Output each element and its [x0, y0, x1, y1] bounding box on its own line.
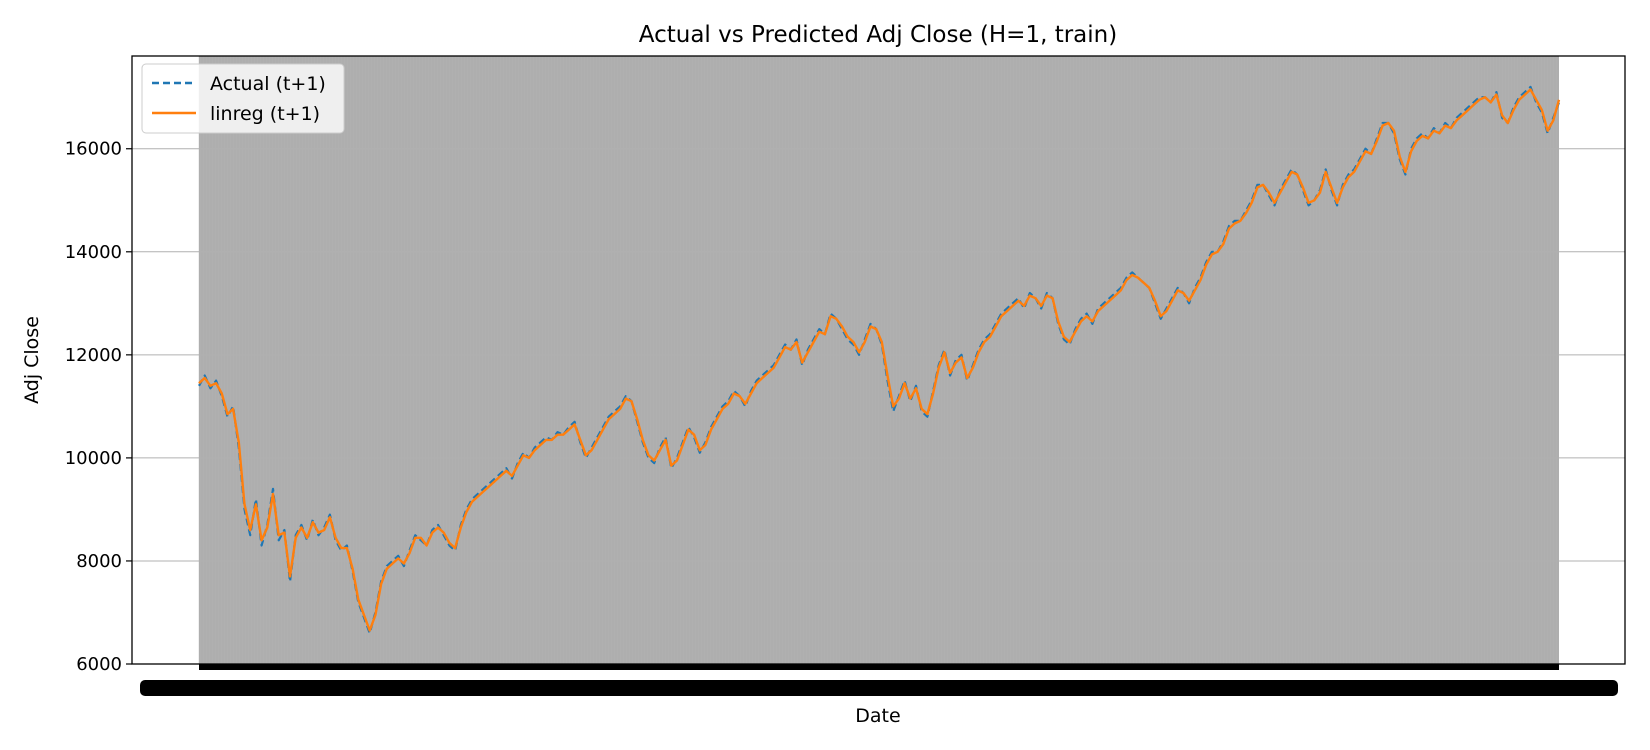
y-axis-label: Adj Close — [21, 316, 43, 404]
y-tick-label: 10000 — [65, 448, 122, 469]
legend-label-actual: Actual (t+1) — [210, 73, 326, 95]
x-tick-marks — [199, 664, 1559, 670]
date-gridline-band — [199, 56, 1559, 664]
y-tick-label: 6000 — [76, 654, 122, 675]
x-tick-labels-overlapping — [140, 680, 1618, 696]
y-tick-label: 16000 — [65, 139, 122, 160]
y-ticks: 6000 8000 10000 12000 14000 16000 — [65, 139, 132, 675]
series-line-linreg — [198, 88, 1561, 632]
date-gridline-stripes — [198, 56, 1559, 664]
y-tick-label: 12000 — [65, 345, 122, 366]
date-band-layer — [198, 56, 1559, 664]
x-tick-labels — [140, 664, 1618, 696]
gridlines — [132, 148, 1625, 562]
legend-label-linreg: linreg (t+1) — [210, 103, 320, 125]
x-axis-label: Date — [855, 705, 900, 727]
chart-title: Actual vs Predicted Adj Close (H=1, trai… — [639, 22, 1117, 48]
series-layer — [198, 85, 1561, 635]
y-tick-label: 14000 — [65, 242, 122, 263]
y-tick-label: 8000 — [76, 551, 122, 572]
legend: Actual (t+1) linreg (t+1) — [141, 63, 345, 134]
legend-box — [141, 63, 345, 134]
